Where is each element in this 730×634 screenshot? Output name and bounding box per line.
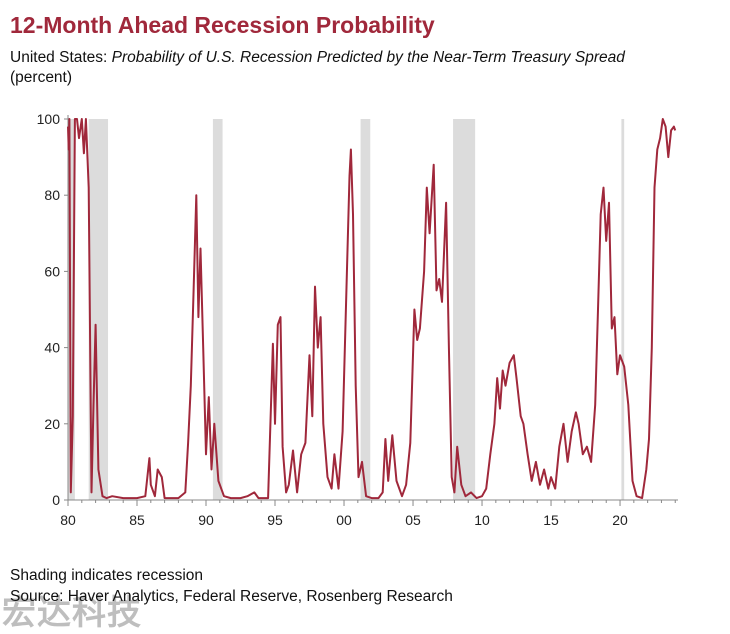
recession-shading: [68, 119, 625, 500]
x-tick-label: 05: [405, 512, 421, 528]
chart-title: 12-Month Ahead Recession Probability: [10, 12, 435, 38]
series-line: [67, 118, 677, 500]
recession-band: [360, 119, 371, 500]
source-note: Source: Haver Analytics, Federal Reserve…: [10, 588, 453, 605]
shading-note: Shading indicates recession: [10, 567, 204, 584]
recession-band: [68, 119, 75, 500]
y-tick-label: 100: [37, 111, 61, 127]
subtitle-prefix: United States:: [10, 49, 112, 66]
x-tick-label: 15: [543, 512, 559, 528]
recession-band: [212, 119, 223, 500]
units-label: (percent): [10, 69, 73, 86]
watermark-logo: 宏达科技: [2, 593, 142, 633]
x-tick-label: 00: [336, 512, 352, 528]
x-tick-label: 10: [474, 512, 490, 528]
series-lines: [67, 118, 677, 500]
recession-probability-chart: 0 20 40 60 80 100 80 85 90 95 00 05 10 15 20: [37, 111, 678, 528]
y-axis: 0 20 40 60 80 100: [37, 111, 69, 508]
x-tick-label: 80: [60, 512, 76, 528]
x-tick-label: 90: [198, 512, 214, 528]
recession-band: [621, 119, 625, 500]
x-tick-label: 95: [267, 512, 283, 528]
y-tick-label: 40: [44, 340, 60, 356]
x-tick-label: 85: [129, 512, 145, 528]
x-tick-label: 20: [612, 512, 628, 528]
y-tick-label: 80: [44, 187, 60, 203]
y-tick-label: 60: [44, 263, 60, 279]
x-axis: 80 85 90 95 00 05 10 15 20: [60, 499, 678, 528]
chart-subtitle: United States: Probability of U.S. Reces…: [10, 49, 730, 67]
y-tick-label: 20: [44, 416, 60, 432]
recession-band: [453, 119, 476, 500]
y-tick-label: 0: [52, 492, 60, 508]
subtitle-italic: Probability of U.S. Recession Predicted …: [111, 49, 625, 66]
